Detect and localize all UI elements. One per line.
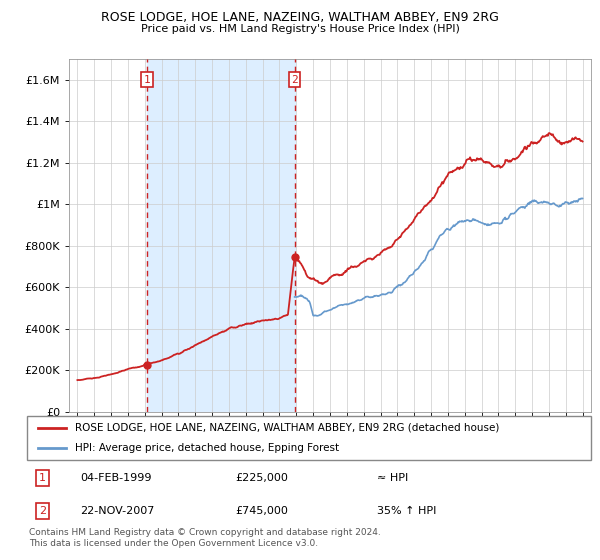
Text: 22-NOV-2007: 22-NOV-2007 (80, 506, 155, 516)
Text: 1: 1 (143, 74, 150, 85)
Text: 35% ↑ HPI: 35% ↑ HPI (377, 506, 436, 516)
Text: ≈ HPI: ≈ HPI (377, 473, 408, 483)
Text: £745,000: £745,000 (236, 506, 289, 516)
Text: £225,000: £225,000 (236, 473, 289, 483)
Text: Contains HM Land Registry data © Crown copyright and database right 2024.
This d: Contains HM Land Registry data © Crown c… (29, 528, 380, 548)
Bar (147, 59, 295, 412)
Text: 1: 1 (39, 473, 46, 483)
Text: ROSE LODGE, HOE LANE, NAZEING, WALTHAM ABBEY, EN9 2RG (detached house): ROSE LODGE, HOE LANE, NAZEING, WALTHAM A… (75, 423, 499, 433)
Text: 04-FEB-1999: 04-FEB-1999 (80, 473, 152, 483)
Text: ROSE LODGE, HOE LANE, NAZEING, WALTHAM ABBEY, EN9 2RG: ROSE LODGE, HOE LANE, NAZEING, WALTHAM A… (101, 11, 499, 24)
Text: Price paid vs. HM Land Registry's House Price Index (HPI): Price paid vs. HM Land Registry's House … (140, 24, 460, 34)
Text: 2: 2 (291, 74, 298, 85)
Text: 2: 2 (39, 506, 46, 516)
Text: HPI: Average price, detached house, Epping Forest: HPI: Average price, detached house, Eppi… (75, 443, 339, 453)
